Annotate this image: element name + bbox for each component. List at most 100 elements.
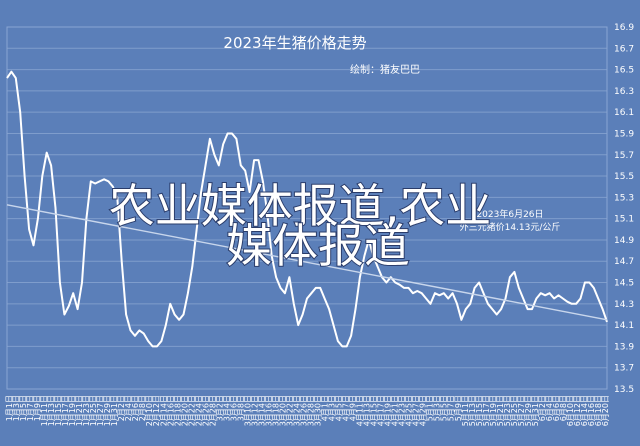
x-tick-label: 1月1日 bbox=[5, 395, 14, 421]
x-tick-label: 1月17日 bbox=[61, 395, 70, 426]
y-tick-label: 15.9 bbox=[614, 129, 634, 139]
x-tick-label: 1月31日 bbox=[110, 395, 119, 426]
x-tick-label: 5月27日 bbox=[517, 395, 526, 426]
x-tick-label: 6月10日 bbox=[566, 395, 575, 426]
x-tick-label: 4月17日 bbox=[377, 395, 386, 426]
x-axis-ticks: 1月1日1月3日1月5日1月7日1月9日1月11日1月13日1月15日1月17日… bbox=[5, 395, 610, 426]
y-tick-label: 16.1 bbox=[614, 108, 634, 118]
x-tick-label: 3月28日 bbox=[307, 395, 316, 426]
x-tick-label: 2月26日 bbox=[201, 395, 210, 426]
x-tick-label: 4月21日 bbox=[391, 395, 400, 426]
x-tick-label: 3月20日 bbox=[278, 395, 287, 426]
x-tick-label: 4月1日 bbox=[321, 395, 330, 421]
x-tick-label: 4月29日 bbox=[419, 395, 428, 426]
x-tick-label: 2月12日 bbox=[152, 395, 161, 426]
x-tick-label: 3月2日 bbox=[215, 395, 224, 421]
x-tick-label: 5月29日 bbox=[524, 395, 533, 426]
x-tick-label: 3月30日 bbox=[314, 395, 323, 426]
x-tick-label: 5月15日 bbox=[475, 395, 484, 426]
x-tick-label: 3月8日 bbox=[236, 395, 245, 421]
x-tick-label: 2月24日 bbox=[194, 395, 203, 426]
x-tick-label: 6月16日 bbox=[587, 395, 596, 426]
y-tick-label: 13.9 bbox=[614, 342, 634, 352]
y-tick-label: 14.1 bbox=[614, 321, 634, 331]
chart-title: 2023年生猪价格走势 bbox=[223, 34, 366, 52]
x-tick-label: 3月16日 bbox=[264, 395, 273, 426]
x-tick-label: 3月6日 bbox=[229, 395, 238, 421]
y-tick-label: 14.7 bbox=[614, 257, 634, 267]
y-tick-label: 16.5 bbox=[614, 66, 634, 76]
x-tick-label: 5月3日 bbox=[433, 395, 442, 421]
x-tick-label: 5月21日 bbox=[496, 395, 505, 426]
y-tick-label: 14.3 bbox=[614, 300, 634, 310]
x-tick-label: 4月15日 bbox=[370, 395, 379, 426]
x-tick-label: 2月2日 bbox=[117, 395, 126, 421]
x-tick-label: 5月7日 bbox=[447, 395, 456, 421]
x-tick-label: 4月19日 bbox=[384, 395, 393, 426]
y-tick-label: 15.7 bbox=[614, 151, 634, 161]
x-tick-label: 3月24日 bbox=[292, 395, 301, 426]
x-tick-label: 1月9日 bbox=[33, 395, 42, 421]
x-tick-label: 1月27日 bbox=[96, 395, 105, 426]
x-tick-label: 4月3日 bbox=[328, 395, 337, 421]
x-tick-label: 3月12日 bbox=[250, 395, 259, 426]
x-tick-label: 3月22日 bbox=[285, 395, 294, 426]
x-tick-label: 3月18日 bbox=[271, 395, 280, 426]
x-tick-label: 6月18日 bbox=[594, 395, 603, 426]
x-tick-label: 5月25日 bbox=[510, 395, 519, 426]
price-series-line bbox=[6, 70, 608, 348]
x-tick-label: 4月23日 bbox=[398, 395, 407, 426]
x-tick-label: 4月11日 bbox=[356, 395, 365, 426]
x-tick-label: 5月13日 bbox=[468, 395, 477, 426]
x-tick-label: 4月5日 bbox=[335, 395, 344, 421]
x-tick-label: 5月31日 bbox=[531, 395, 540, 426]
x-tick-label: 4月13日 bbox=[363, 395, 372, 426]
y-tick-label: 14.5 bbox=[614, 279, 634, 289]
x-tick-label: 1月5日 bbox=[19, 395, 28, 421]
y-tick-label: 16.9 bbox=[614, 23, 634, 33]
x-tick-label: 2月22日 bbox=[187, 395, 196, 426]
x-tick-label: 4月27日 bbox=[412, 395, 421, 426]
y-tick-label: 13.5 bbox=[614, 385, 634, 395]
y-tick-label: 14.9 bbox=[614, 236, 634, 246]
trend-line bbox=[6, 204, 608, 321]
x-tick-label: 5月1日 bbox=[426, 395, 435, 421]
x-tick-label: 2月14日 bbox=[159, 395, 168, 426]
x-tick-label: 2月20日 bbox=[180, 395, 189, 426]
x-tick-label: 1月7日 bbox=[26, 395, 35, 421]
x-tick-label: 5月5日 bbox=[440, 395, 449, 421]
x-tick-label: 1月3日 bbox=[12, 395, 21, 421]
x-tick-label: 2月10日 bbox=[145, 395, 154, 426]
x-tick-label: 2月18日 bbox=[173, 395, 182, 426]
x-tick-label: 1月29日 bbox=[103, 395, 112, 426]
x-tick-label: 3月14日 bbox=[257, 395, 266, 426]
x-tick-label: 6月8日 bbox=[559, 395, 568, 421]
x-tick-label: 6月12日 bbox=[573, 395, 582, 426]
x-tick-label: 4月7日 bbox=[342, 395, 351, 421]
x-tick-label: 5月11日 bbox=[461, 395, 470, 426]
y-axis-ticks: 13.5 13.7 13.9 14.1 14.3 14.5 14.7 14.9 15.1 15.3… bbox=[614, 23, 634, 395]
x-tick-label: 4月25日 bbox=[405, 395, 414, 426]
x-tick-label: 6月2日 bbox=[538, 395, 547, 421]
y-tick-label: 16.3 bbox=[614, 87, 634, 97]
x-tick-label: 2月6日 bbox=[131, 395, 140, 421]
x-tick-label: 5月17日 bbox=[482, 395, 491, 426]
y-tick-label: 15.1 bbox=[614, 215, 634, 225]
x-tick-label: 1月15日 bbox=[54, 395, 63, 426]
x-tick-label: 6月6日 bbox=[552, 395, 561, 421]
x-tick-label: 1月21日 bbox=[75, 395, 84, 426]
y-tick-label: 16.7 bbox=[614, 44, 634, 54]
x-tick-label: 2月4日 bbox=[124, 395, 133, 421]
y-tick-label: 15.3 bbox=[614, 193, 634, 203]
x-tick-label: 6月20日 bbox=[601, 395, 610, 426]
x-tick-label: 3月26日 bbox=[299, 395, 308, 426]
x-tick-label: 2月28日 bbox=[208, 395, 217, 426]
chart-subtitle: 绘制：猪友巴巴 bbox=[350, 63, 420, 76]
x-tick-label: 1月19日 bbox=[68, 395, 77, 426]
x-tick-label: 2月16日 bbox=[166, 395, 175, 426]
watermark-line-2: 媒体报道 bbox=[226, 219, 410, 273]
annotation-line-1: 2023年6月26日 bbox=[476, 208, 543, 220]
x-tick-label: 6月14日 bbox=[580, 395, 589, 426]
x-tick-label: 3月10日 bbox=[243, 395, 252, 426]
